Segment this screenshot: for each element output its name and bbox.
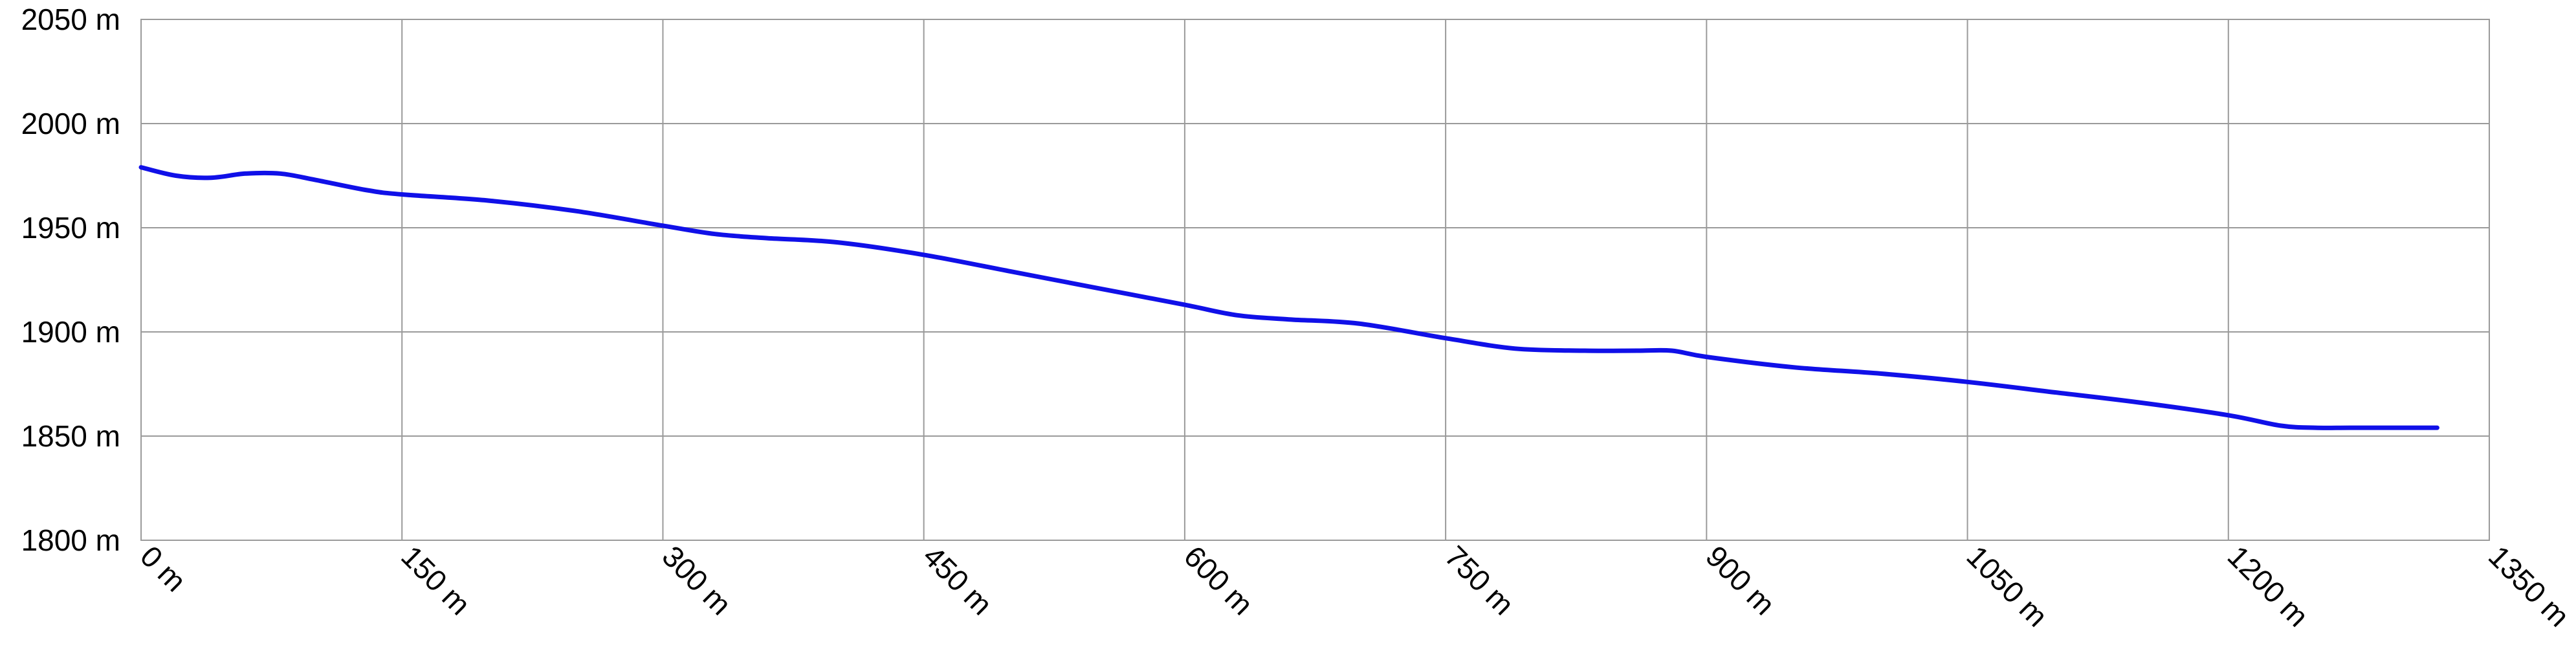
grid bbox=[140, 19, 2490, 541]
plot-frame bbox=[140, 19, 2490, 541]
y-tick-label: 1950 m bbox=[21, 211, 120, 245]
y-tick-label: 1850 m bbox=[21, 419, 120, 453]
x-tick-label: 1050 m bbox=[1960, 539, 2054, 633]
x-tick-label: 0 m bbox=[134, 539, 193, 598]
x-tick-label: 150 m bbox=[395, 539, 477, 621]
elevation-series-line bbox=[138, 165, 2439, 430]
y-tick-label: 2000 m bbox=[21, 107, 120, 140]
x-axis-tick-labels: 0 m 150 m 300 m 450 m 600 m 750 m 900 m 1050 m 1… bbox=[134, 539, 2576, 633]
x-tick-label: 900 m bbox=[1699, 539, 1781, 621]
x-tick-label: 300 m bbox=[655, 539, 738, 621]
x-tick-label: 1200 m bbox=[2221, 539, 2315, 633]
y-tick-label: 2050 m bbox=[21, 3, 120, 36]
x-tick-label: 450 m bbox=[917, 539, 999, 621]
x-tick-label: 600 m bbox=[1178, 539, 1260, 621]
series-layer bbox=[138, 165, 2439, 430]
y-tick-label: 1800 m bbox=[21, 523, 120, 557]
x-tick-label: 750 m bbox=[1438, 539, 1521, 621]
y-axis-tick-labels: 1800 m 1850 m 1900 m 1950 m 2000 m 2050 m bbox=[21, 3, 120, 557]
x-tick-label: 1350 m bbox=[2482, 539, 2576, 633]
y-tick-label: 1900 m bbox=[21, 315, 120, 349]
